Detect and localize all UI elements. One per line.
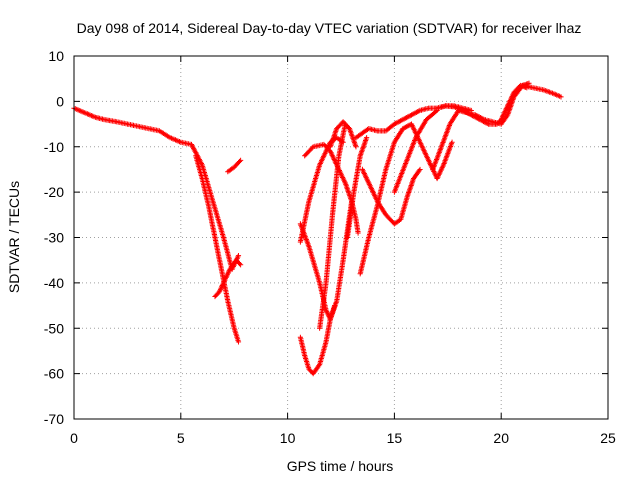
y-tick-label: -30 (44, 230, 64, 246)
series-arc-2 (193, 153, 242, 345)
x-tick-label: 15 (387, 430, 403, 446)
series-arc-9 (317, 121, 348, 331)
y-tick-label: -20 (44, 184, 64, 200)
series-arc-14 (359, 166, 423, 227)
y-tick-label: -70 (44, 411, 64, 427)
y-tick-label: 0 (56, 93, 64, 109)
series-arc-19 (520, 82, 564, 100)
y-tick-label: -40 (44, 275, 64, 291)
data-marker (212, 257, 244, 300)
data-markers (71, 80, 564, 377)
y-axis-label: SDTVAR / TECUs (6, 181, 22, 293)
grid (74, 56, 608, 419)
series-arc-11 (344, 135, 370, 241)
series-arc-10 (327, 119, 359, 150)
series-arc-4 (225, 157, 244, 175)
y-tick-label: -50 (44, 320, 64, 336)
x-tick-label: 20 (493, 430, 509, 446)
chart-title: Day 098 of 2014, Sidereal Day-to-day VTE… (77, 20, 582, 36)
series-arc-16 (391, 107, 440, 195)
data-marker (317, 121, 348, 331)
y-tick-label: -60 (44, 366, 64, 382)
data-marker (225, 157, 244, 175)
series-arc-3 (212, 257, 244, 300)
data-marker (327, 119, 359, 150)
y-tick-label: 10 (48, 48, 64, 64)
data-marker (434, 82, 530, 127)
x-tick-label: 10 (280, 430, 296, 446)
plot-frame (73, 55, 609, 420)
data-marker (520, 82, 564, 100)
x-tick-label: 5 (177, 430, 185, 446)
data-marker (359, 166, 423, 227)
data-marker (193, 153, 242, 345)
data-marker (391, 107, 440, 195)
x-tick-label: 0 (70, 430, 78, 446)
series-arc-18 (434, 82, 530, 127)
y-tick-label: -10 (44, 139, 64, 155)
x-tick-label: 25 (600, 430, 616, 446)
data-marker (344, 135, 370, 241)
tick-labels: 0 5 10 15 20 25 10 0 -10 -20 -30 -40 -50 -60 -70 (44, 48, 616, 446)
x-axis-label: GPS time / hours (287, 458, 394, 474)
